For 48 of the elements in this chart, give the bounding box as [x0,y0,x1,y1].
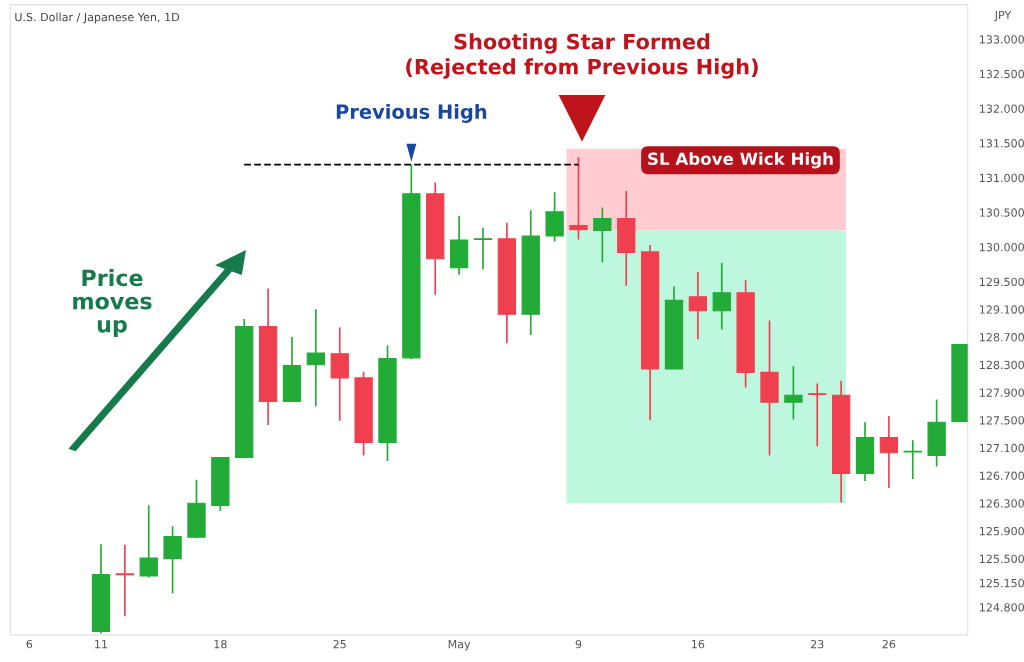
y-axis-title: JPY [994,10,1012,22]
candlestick [163,525,182,595]
y-tick-label: 125.150 [980,578,1024,588]
y-tick-label: 131.000 [980,173,1024,183]
candlestick [903,439,922,480]
candlestick [306,308,326,408]
candlestick [473,226,493,271]
annotation: Shooting Star Formed (Rejected from Previous High) [406,33,758,79]
annotation: Previous High [336,103,487,123]
candlestick [593,206,612,264]
y-tick-label: 132.000 [980,104,1024,113]
x-tick-label: 23 [811,639,824,649]
x-tick-label: 6 [26,639,33,649]
x-tick-label: May [448,640,471,651]
candlestick [569,156,588,241]
x-tick-label: 11 [95,640,108,649]
x-tick-label: 26 [882,639,896,649]
y-tick-label: 129.100 [980,305,1024,314]
x-tick-label: 25 [333,639,346,649]
y-tick-label: 127.500 [980,416,1024,425]
y-tick-label: 125.900 [980,526,1024,536]
y-tick-label: 128.300 [980,360,1024,370]
annotation: Price moves up [73,269,152,337]
candlestick [688,271,708,340]
y-tick-label: 126.300 [980,499,1024,508]
y-tick-label: 130.000 [980,243,1024,252]
y-tick-label: 128.700 [980,333,1024,342]
candlestick [115,543,134,617]
y-tick-label: 133.000 [980,35,1024,44]
y-tick-label: 132.500 [980,69,1024,79]
band-label: SL Above Wick High [648,152,833,169]
y-tick-label: 124.800 [980,603,1024,612]
x-tick-label: 9 [575,639,582,649]
y-tick-label: 131.500 [980,139,1024,148]
y-tick-label: 125.500 [980,554,1024,564]
y-tick-label: 127.100 [980,443,1024,453]
y-tick-label: 129.500 [980,277,1024,287]
candlestick [139,504,158,579]
y-tick-label: 130.500 [980,208,1024,217]
text: U.S. Dollar / Japanese Yen, 1D [15,12,180,24]
candlestick [784,365,803,421]
x-tick-label: 18 [214,639,227,649]
candlestick [879,415,899,489]
x-tick-label: 16 [692,639,705,649]
y-tick-label: 126.700 [980,471,1024,480]
candlestick [808,382,827,448]
candlestick [712,262,731,331]
y-tick-label: 127.900 [980,388,1024,397]
